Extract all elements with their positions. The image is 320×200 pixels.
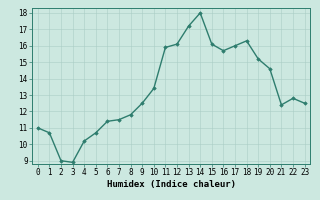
X-axis label: Humidex (Indice chaleur): Humidex (Indice chaleur) [107,180,236,189]
